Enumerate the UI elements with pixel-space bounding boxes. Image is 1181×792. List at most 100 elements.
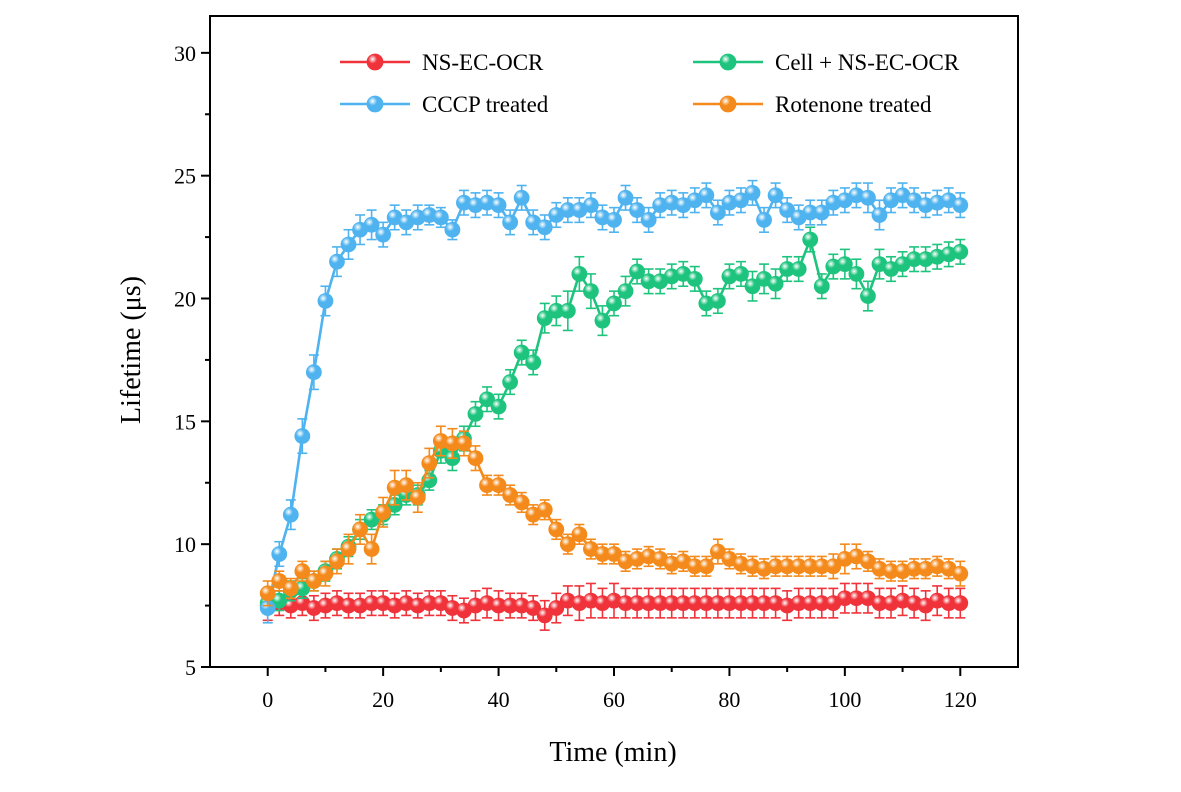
data-point xyxy=(467,406,484,422)
legend-marker xyxy=(719,95,737,113)
data-point xyxy=(709,204,726,221)
data-point xyxy=(536,607,553,624)
data-point xyxy=(790,261,807,277)
data-point xyxy=(779,202,796,218)
data-point xyxy=(305,364,322,381)
data-point xyxy=(513,189,530,206)
data-point xyxy=(536,501,553,518)
data-point xyxy=(860,189,876,206)
data-point xyxy=(536,310,553,327)
data-point xyxy=(363,216,380,233)
y-tick-label: 15 xyxy=(174,409,196,434)
data-point xyxy=(513,494,530,511)
data-point xyxy=(952,565,969,582)
axes-layer: 0 20 40 60 80 100 120 5 10 15 20 25 30 xyxy=(174,41,977,712)
data-point xyxy=(444,221,461,238)
x-tick-label: 120 xyxy=(944,687,977,712)
data-point xyxy=(432,209,449,226)
legend-label: Cell + NS-EC-OCR xyxy=(775,50,960,75)
legend-item: Rotenone treated xyxy=(693,92,932,117)
data-point xyxy=(409,489,426,506)
legend-label: CCCP treated xyxy=(422,92,549,117)
data-point xyxy=(594,312,611,329)
data-point xyxy=(606,211,622,228)
data-point xyxy=(767,187,784,204)
data-point xyxy=(363,541,380,557)
x-tick-label: 100 xyxy=(828,687,861,712)
data-point xyxy=(640,211,657,228)
data-point xyxy=(329,553,345,570)
data-point xyxy=(733,192,749,209)
data-point xyxy=(952,595,969,612)
data-point xyxy=(606,295,622,312)
data-point xyxy=(709,543,726,560)
x-tick-label: 0 xyxy=(262,687,273,712)
data-point xyxy=(952,197,969,214)
data-point xyxy=(490,398,507,415)
y-tick-label: 20 xyxy=(174,287,196,312)
data-point xyxy=(571,266,588,282)
data-point xyxy=(860,553,876,570)
data-point xyxy=(698,558,715,575)
data-point xyxy=(583,197,599,214)
series-ns-ec-ocr xyxy=(259,582,969,631)
data-point xyxy=(305,573,322,589)
legend: NS-EC-OCR Cell + NS-EC-OCR CCCP treated Rot… xyxy=(340,50,960,117)
data-point xyxy=(294,563,311,580)
legend-label: Rotenone treated xyxy=(775,92,932,117)
data-point xyxy=(317,565,334,582)
data-point xyxy=(271,592,288,609)
data-point xyxy=(398,477,415,494)
data-point xyxy=(502,214,519,231)
data-point xyxy=(583,283,599,300)
data-point xyxy=(513,344,530,361)
data-point xyxy=(756,211,772,228)
legend-item: Cell + NS-EC-OCR xyxy=(693,50,960,75)
data-point xyxy=(375,504,392,521)
y-tick-label: 25 xyxy=(174,164,196,189)
data-point xyxy=(271,573,288,589)
data-point xyxy=(467,450,484,467)
data-point xyxy=(802,231,819,248)
legend-label: NS-EC-OCR xyxy=(422,50,544,75)
y-tick-label: 10 xyxy=(174,532,196,557)
data-point xyxy=(871,207,888,223)
data-point xyxy=(848,266,865,282)
data-point xyxy=(767,275,784,292)
data-point xyxy=(340,541,357,557)
data-point xyxy=(617,189,634,206)
data-point xyxy=(709,293,726,309)
series-layer xyxy=(259,179,969,631)
data-point xyxy=(421,455,438,472)
data-point xyxy=(352,521,368,538)
data-point xyxy=(825,558,842,575)
data-point xyxy=(559,536,576,553)
data-point xyxy=(271,546,288,562)
data-point xyxy=(479,391,495,408)
data-point xyxy=(629,263,645,280)
data-point xyxy=(952,243,969,260)
data-point xyxy=(606,546,622,562)
data-point xyxy=(813,204,830,221)
data-point xyxy=(317,293,334,309)
x-tick-label: 20 xyxy=(372,687,394,712)
data-point xyxy=(456,435,472,452)
data-point xyxy=(490,477,507,494)
legend-marker xyxy=(719,53,737,71)
data-point xyxy=(490,197,507,214)
data-point xyxy=(733,266,749,282)
data-point xyxy=(375,226,392,243)
series-rotenone-treated xyxy=(259,425,969,607)
data-point xyxy=(744,278,761,295)
data-point xyxy=(813,278,830,295)
x-tick-label: 80 xyxy=(718,687,740,712)
legend-item: NS-EC-OCR xyxy=(340,50,544,75)
legend-item: CCCP treated xyxy=(340,92,549,117)
data-point xyxy=(744,184,761,201)
data-point xyxy=(559,302,576,319)
x-tick-label: 60 xyxy=(603,687,625,712)
legend-marker xyxy=(366,53,384,71)
data-point xyxy=(860,288,876,304)
data-point xyxy=(525,600,542,616)
